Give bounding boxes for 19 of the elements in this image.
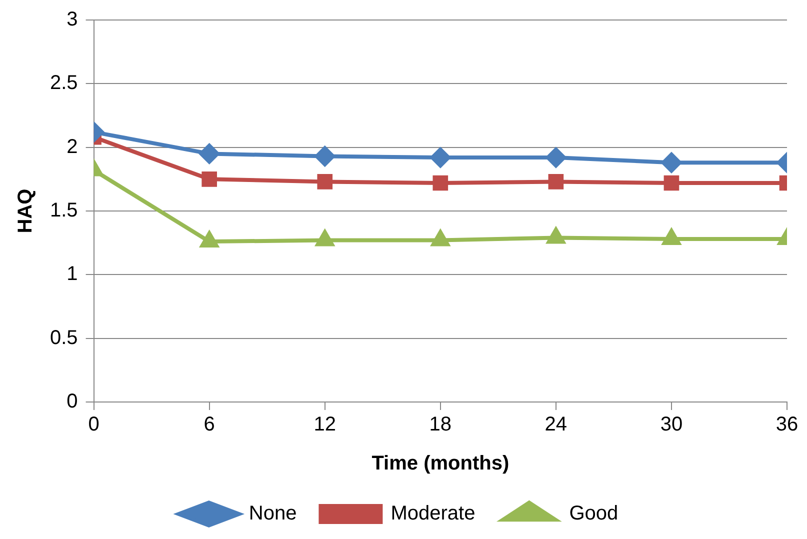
legend-label: Good: [569, 502, 618, 525]
x-tick-label: 12: [314, 414, 336, 436]
x-tick-label: 24: [544, 414, 568, 436]
x-tick-label: 36: [776, 414, 798, 436]
y-tick-label: 0.5: [50, 326, 78, 349]
x-axis-title: Time (months): [372, 452, 510, 475]
y-tick-label: 2: [66, 136, 78, 158]
y-tick-label: 2.5: [50, 72, 78, 94]
y-tick-label: 0: [66, 390, 78, 413]
x-tick-label: 18: [429, 414, 452, 436]
x-tick-label: 6: [204, 414, 215, 436]
legend-label: None: [248, 502, 297, 525]
y-tick-label: 3: [66, 8, 78, 31]
y-axis-title: HAQ: [14, 188, 37, 234]
x-tick-label: 30: [660, 414, 683, 436]
legend-label: Moderate: [390, 502, 476, 525]
x-tick-label: 0: [88, 414, 100, 436]
y-tick-label: 1: [66, 263, 78, 286]
y-tick-label: 1.5: [50, 200, 78, 222]
